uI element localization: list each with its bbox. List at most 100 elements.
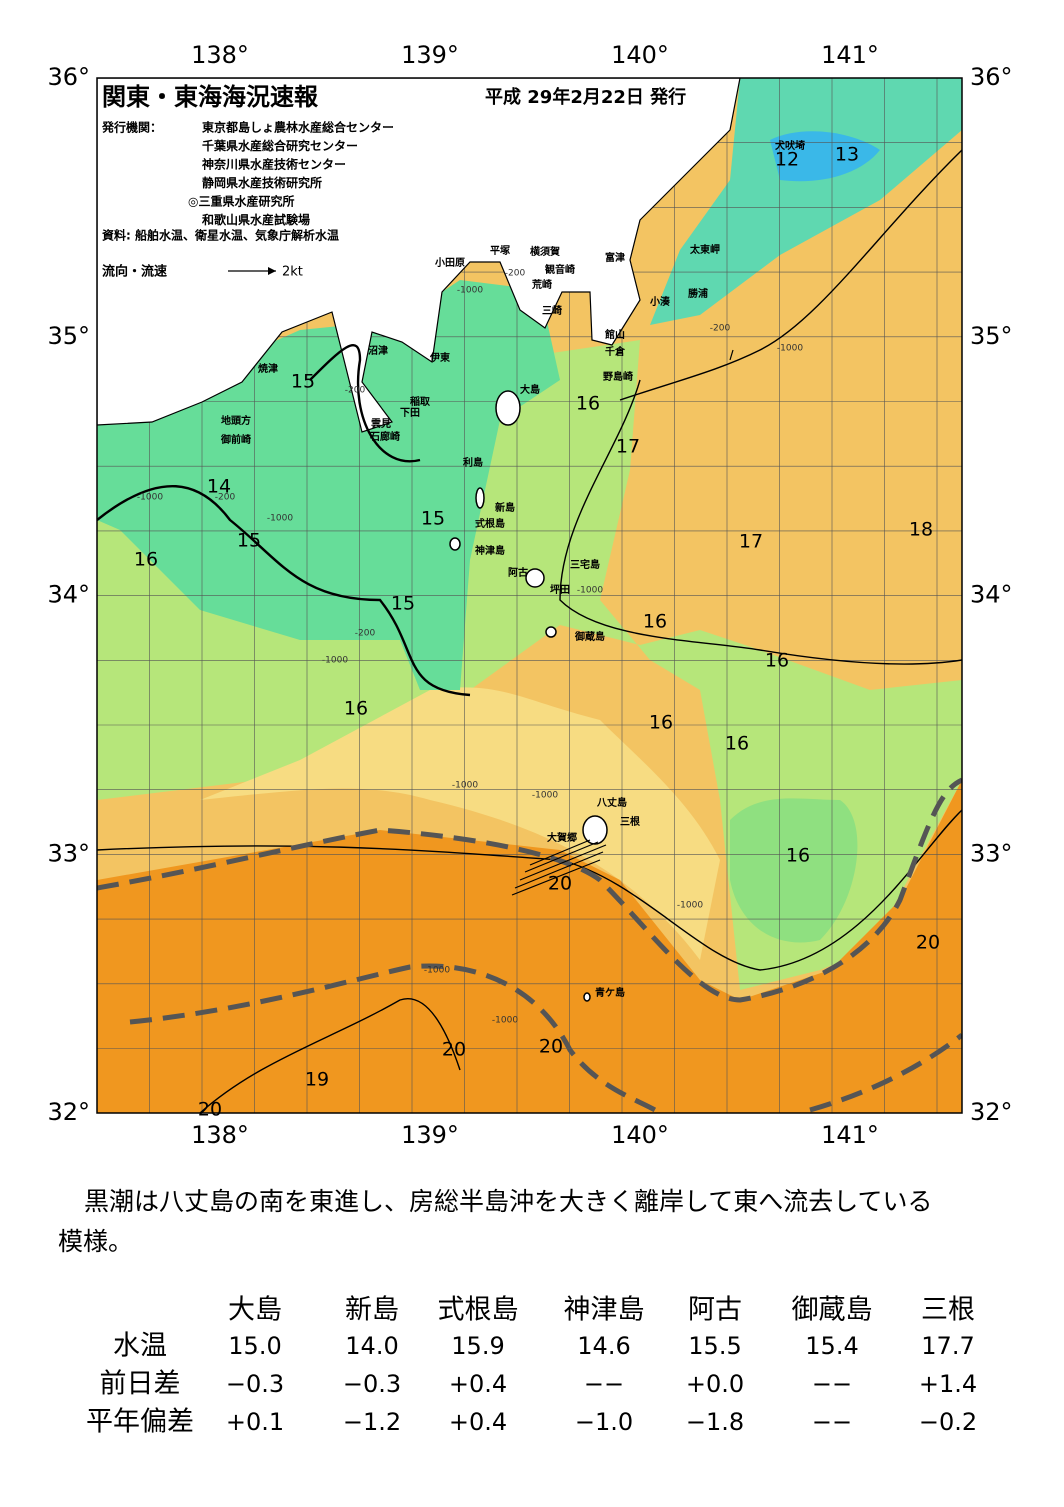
data-source: 資料: 船舶水温、衛星水温、気象庁解析水温	[102, 228, 339, 243]
map-frame	[96, 77, 963, 1114]
issuer: 千葉県水産総合研究センター	[202, 138, 358, 153]
place-name: 三根	[620, 815, 640, 828]
table-cell: −−	[812, 1408, 852, 1436]
lon-label: 140°	[611, 41, 669, 69]
table-header: 神津島	[564, 1295, 645, 1326]
isotherm	[559, 379, 962, 665]
lat-label: 32°	[47, 1098, 90, 1126]
row-label: 平年偏差	[86, 1407, 194, 1438]
table-header: 大島	[228, 1295, 282, 1326]
isotherm	[309, 344, 421, 463]
lat-label: 32°	[970, 1098, 1013, 1126]
issuer: 神奈川県水産技術センター	[202, 157, 346, 172]
table-cell: −1.0	[575, 1408, 633, 1436]
place-name: 下田	[400, 407, 420, 419]
lat-label: 35°	[970, 322, 1013, 350]
place-name: 野島崎	[603, 370, 633, 383]
island	[583, 992, 591, 1002]
sea-yellow	[200, 687, 720, 960]
isotherm	[199, 998, 461, 1113]
table-cell: −1.2	[343, 1408, 401, 1436]
isotherm-label: 16	[643, 611, 667, 633]
isotherm-label: 20	[198, 1099, 222, 1121]
depth-label: -200	[505, 269, 526, 279]
lat-label: 34°	[47, 581, 90, 609]
place-name: 三宅島	[570, 558, 600, 571]
place-name: 横須賀	[530, 245, 560, 258]
table-header: 新島	[345, 1295, 399, 1326]
place-name: 御前崎	[220, 433, 251, 446]
table-header: 三根	[921, 1295, 975, 1326]
place-name: 平塚	[490, 244, 510, 257]
isotherm-label: 16	[344, 698, 368, 720]
place-name: 新島	[495, 501, 515, 514]
summary-line: 黒潮は八丈島の南を東進し、房総半島沖を大きく離岸して東へ流去している	[84, 1187, 933, 1216]
current-scale: 2kt	[282, 265, 303, 280]
lon-label: 138°	[191, 41, 249, 69]
isotherm-label: 15	[421, 508, 445, 530]
place-name: 焼津	[258, 362, 278, 375]
table-cell: 17.7	[921, 1332, 974, 1360]
isotherm	[97, 485, 471, 697]
isotherm-label: 20	[442, 1039, 466, 1061]
table-cell: −0.2	[919, 1408, 977, 1436]
place-name: 富津	[605, 251, 625, 264]
place-name: 小田原	[434, 256, 465, 269]
place-name: 坪田	[550, 583, 570, 596]
depth-label: -200	[710, 324, 731, 334]
place-name: 沼津	[368, 344, 388, 357]
table-header: 式根島	[438, 1295, 519, 1326]
isotherm-label: 19	[305, 1069, 329, 1091]
place-name: 稲取	[410, 395, 431, 408]
lon-label: 141°	[821, 41, 879, 69]
sea-coldest	[770, 131, 880, 182]
kuroshio-axis	[97, 777, 962, 1113]
island	[449, 537, 461, 551]
isotherm-label: 16	[786, 845, 810, 867]
map-area	[97, 78, 962, 1113]
place-name: 荒崎	[531, 278, 552, 291]
table-cell: +1.4	[919, 1370, 977, 1398]
depth-label: -1000	[457, 286, 483, 296]
current-arrow	[524, 841, 599, 873]
table-cell: −−	[812, 1370, 852, 1398]
isotherm-label: 16	[576, 393, 600, 415]
depth-label: -1000	[322, 656, 348, 666]
current-arrow	[729, 349, 734, 361]
island	[582, 815, 608, 845]
current-label: 流向・流速	[102, 264, 167, 280]
isotherm-label: 16	[765, 650, 789, 672]
depth-label: -1000	[267, 514, 293, 524]
kuroshio-path	[97, 777, 962, 1003]
row-label: 前日差	[100, 1369, 181, 1400]
place-name: 神津島	[475, 544, 505, 557]
place-name: 観音崎	[545, 263, 575, 276]
place-name: 大島	[520, 383, 540, 396]
lat-label: 35°	[47, 322, 90, 350]
island	[525, 568, 545, 588]
table-header: 阿古	[688, 1295, 742, 1326]
issue-date: 平成 29年2月22日 発行	[485, 86, 686, 108]
issuer: 静岡県水産技術研究所	[202, 175, 322, 190]
isotherm-label: 16	[649, 712, 673, 734]
place-name: 犬吠埼	[775, 139, 805, 152]
place-name: 御蔵島	[574, 630, 605, 643]
table-cell: 15.0	[228, 1332, 281, 1360]
isotherms	[97, 149, 962, 1113]
isotherm-label: 12	[775, 149, 799, 171]
row-label: 水温	[113, 1331, 167, 1362]
table-header: 御蔵島	[792, 1295, 873, 1326]
issuer: 東京都島しょ農林水産総合センター	[202, 120, 394, 135]
isotherm	[619, 149, 962, 401]
place-name: 千倉	[605, 345, 626, 358]
sea-cool-patch	[730, 798, 858, 943]
isotherm-label: 20	[539, 1036, 563, 1058]
table-cell: +0.4	[449, 1370, 507, 1398]
table-cell: −0.3	[226, 1370, 284, 1398]
depth-label: -1000	[577, 586, 603, 596]
isotherm-label: 18	[909, 519, 933, 541]
table-cell: 15.4	[805, 1332, 858, 1360]
place-name: 館山	[604, 328, 625, 341]
depth-label: -1000	[532, 791, 558, 801]
